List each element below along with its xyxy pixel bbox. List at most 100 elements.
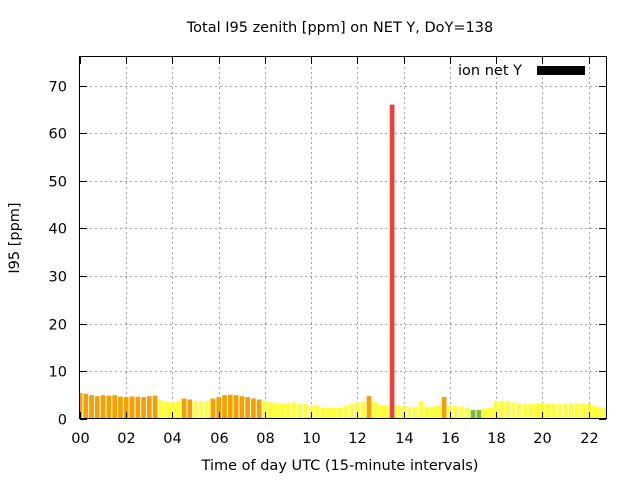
bar — [326, 408, 331, 419]
bar — [320, 408, 326, 419]
bar — [395, 405, 401, 419]
bar — [291, 402, 297, 419]
bar — [199, 401, 204, 419]
bar — [603, 407, 606, 419]
bar — [592, 406, 597, 419]
bar — [210, 398, 216, 419]
bars — [80, 104, 606, 419]
bar — [522, 404, 528, 419]
bar — [551, 403, 557, 419]
bar — [141, 397, 146, 419]
bar — [106, 395, 112, 419]
x-tick-label: 02 — [117, 431, 135, 447]
y-tick-label: 0 — [58, 413, 67, 429]
bar — [401, 405, 407, 419]
bar — [314, 405, 320, 419]
bar — [170, 402, 175, 419]
legend-swatch — [537, 66, 585, 75]
bar — [158, 400, 164, 419]
bar — [476, 409, 482, 419]
bar — [100, 395, 106, 419]
bar — [470, 409, 476, 419]
bar — [80, 392, 83, 419]
bar — [540, 402, 545, 419]
bar — [488, 408, 493, 419]
bar — [355, 402, 360, 419]
bar — [459, 406, 464, 419]
bar — [152, 395, 158, 419]
bar — [89, 395, 94, 419]
y-tick-label: 40 — [49, 222, 67, 238]
bar — [216, 397, 222, 419]
bar — [337, 407, 343, 419]
bar — [441, 397, 447, 419]
bar — [436, 405, 441, 419]
bar — [262, 400, 268, 419]
bar — [453, 405, 459, 419]
y-tick-label: 60 — [49, 127, 67, 143]
bar — [175, 400, 181, 419]
bar — [580, 403, 586, 419]
bar — [146, 396, 152, 419]
bar — [430, 406, 435, 419]
bar — [204, 400, 210, 419]
bar — [366, 396, 372, 419]
bar — [251, 398, 256, 419]
bar — [193, 400, 198, 419]
bar — [597, 408, 603, 419]
bar — [383, 405, 389, 419]
legend: ion net Y — [458, 63, 585, 79]
bar — [129, 396, 135, 419]
x-tick-label: 04 — [163, 431, 181, 447]
bar — [482, 408, 487, 419]
bar — [222, 395, 227, 419]
bar — [568, 403, 574, 419]
bar — [297, 403, 303, 419]
bar — [112, 395, 118, 419]
x-tick-label: 00 — [71, 431, 89, 447]
plot-frame — [79, 56, 607, 419]
legend-label: ion net Y — [458, 63, 522, 79]
grid — [80, 57, 606, 419]
x-tick-label: 22 — [580, 431, 598, 447]
bar — [372, 401, 378, 419]
bar — [279, 403, 285, 419]
bar — [118, 396, 123, 419]
bar — [239, 396, 245, 419]
x-axis-label: Time of day UTC (15-minute intervals) — [201, 458, 479, 474]
x-tick-label: 10 — [302, 431, 320, 447]
bar — [181, 398, 187, 419]
bar — [164, 401, 170, 419]
bar — [407, 407, 412, 419]
bar — [331, 408, 337, 419]
y-tick-label: 20 — [49, 318, 67, 334]
bar — [285, 403, 291, 419]
bar — [256, 399, 262, 419]
bar — [135, 396, 141, 419]
y-tick-label: 70 — [49, 80, 67, 96]
bar — [586, 404, 592, 419]
y-tick-label: 30 — [49, 270, 67, 286]
bar — [349, 403, 355, 419]
y-tick-label: 10 — [49, 365, 67, 381]
bar — [123, 397, 129, 419]
bar — [274, 402, 279, 419]
bar — [499, 400, 505, 419]
bar — [505, 401, 511, 419]
x-tick-label: 20 — [533, 431, 551, 447]
bar — [447, 406, 453, 419]
bar — [187, 399, 193, 419]
bar — [94, 396, 100, 419]
chart-title: Total I95 zenith [ppm] on NET Y, DoY=138 — [186, 20, 493, 36]
bar — [233, 395, 239, 419]
bar — [227, 394, 233, 419]
bar — [424, 406, 430, 419]
bar — [245, 397, 250, 419]
x-tick-label: 18 — [487, 431, 505, 447]
x-tick-label: 06 — [210, 431, 228, 447]
bar — [389, 104, 395, 419]
bar — [464, 407, 470, 419]
bar — [516, 403, 522, 419]
x-tick-label: 14 — [395, 431, 413, 447]
